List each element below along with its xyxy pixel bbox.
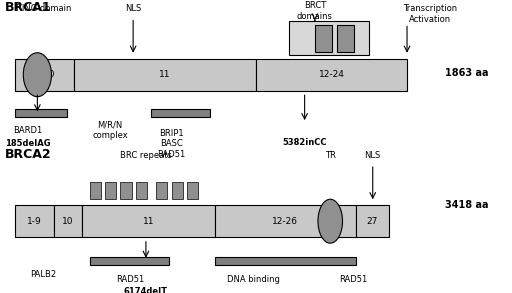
Text: RAD51: RAD51 xyxy=(339,275,368,285)
Text: 1863 aa: 1863 aa xyxy=(445,68,489,78)
Bar xyxy=(315,25,332,52)
Bar xyxy=(90,257,169,265)
Text: 6174delT: 6174delT xyxy=(124,287,168,293)
Text: Transcription
Activation: Transcription Activation xyxy=(403,4,457,24)
Text: RAD51: RAD51 xyxy=(116,275,145,285)
Text: 5382inCC: 5382inCC xyxy=(283,138,327,147)
Bar xyxy=(105,182,116,199)
Bar xyxy=(120,182,132,199)
Bar xyxy=(356,205,389,237)
Bar xyxy=(15,109,67,117)
Bar xyxy=(289,21,369,55)
Text: 11: 11 xyxy=(143,217,154,226)
Text: TR: TR xyxy=(325,151,336,160)
Bar xyxy=(54,205,82,237)
Text: BRCA1: BRCA1 xyxy=(5,1,52,14)
Bar xyxy=(90,182,101,199)
Bar xyxy=(156,182,167,199)
Text: 185delAG: 185delAG xyxy=(5,139,51,148)
Text: 11: 11 xyxy=(159,70,171,79)
Text: BRCT
domains: BRCT domains xyxy=(297,1,333,21)
Bar xyxy=(215,205,356,237)
Text: 3418 aa: 3418 aa xyxy=(445,200,489,210)
Text: PALB2: PALB2 xyxy=(30,270,57,279)
Text: BRCA2: BRCA2 xyxy=(5,148,52,161)
Text: BRC repeats: BRC repeats xyxy=(120,151,172,160)
Text: M/R/N
complex: M/R/N complex xyxy=(92,120,128,139)
Text: NLS: NLS xyxy=(365,151,381,160)
Text: BARD1: BARD1 xyxy=(13,126,43,135)
Ellipse shape xyxy=(318,199,343,243)
Bar xyxy=(82,205,215,237)
Text: 1-9: 1-9 xyxy=(27,217,42,226)
Text: 27: 27 xyxy=(367,217,378,226)
Bar xyxy=(337,25,354,52)
Bar xyxy=(187,182,198,199)
Bar xyxy=(74,59,256,91)
Bar xyxy=(15,205,54,237)
Bar xyxy=(136,182,147,199)
Bar xyxy=(15,59,74,91)
Bar xyxy=(172,182,183,199)
Text: NLS: NLS xyxy=(125,4,141,13)
Text: 10: 10 xyxy=(62,217,74,226)
Ellipse shape xyxy=(24,53,51,97)
Bar xyxy=(256,59,407,91)
Text: 12-26: 12-26 xyxy=(272,217,298,226)
Bar xyxy=(151,109,210,117)
Text: 1-10: 1-10 xyxy=(34,70,55,79)
Text: 12-24: 12-24 xyxy=(318,70,345,79)
Text: DNA binding: DNA binding xyxy=(227,275,280,285)
Text: BRIP1
BASC
RAD51: BRIP1 BASC RAD51 xyxy=(157,129,186,159)
Text: RING domain: RING domain xyxy=(16,4,71,13)
Bar xyxy=(215,257,356,265)
